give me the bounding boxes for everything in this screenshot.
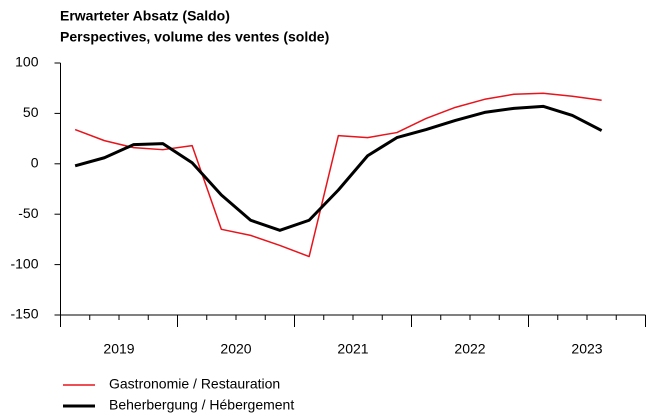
chart-subtitle: Perspectives, volume des ventes (solde): [60, 29, 329, 45]
x-tick-label: 2019: [103, 341, 134, 357]
x-tick-label: 2020: [220, 341, 251, 357]
y-tick-label: -100: [10, 255, 38, 271]
y-tick-label: 50: [23, 104, 39, 120]
x-tick-label: 2021: [337, 341, 368, 357]
legend-label: Beherbergung / Hébergement: [109, 397, 294, 413]
legend-label: Gastronomie / Restauration: [109, 376, 280, 392]
y-tick-label: 0: [31, 155, 39, 171]
y-tick-label: -150: [10, 306, 38, 322]
series-line: [74, 92, 602, 258]
chart-title: Erwarteter Absatz (Saldo): [60, 8, 230, 24]
series-line: [74, 104, 603, 232]
x-tick-label: 2022: [454, 341, 485, 357]
y-tick-label: 100: [15, 54, 39, 70]
x-tick-label: 2023: [571, 341, 602, 357]
y-tick-label: -50: [18, 205, 38, 221]
